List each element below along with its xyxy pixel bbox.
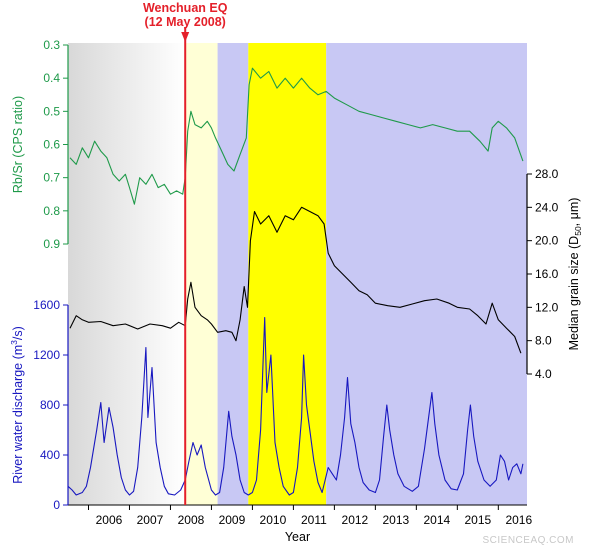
y-axis-title-discharge: River water discharge (m3/s)	[9, 326, 25, 484]
y-tick-label-rbsr: 0.9	[43, 237, 60, 251]
x-tick-label: 2011	[301, 513, 327, 527]
y-tick-label-grain: 20.0	[535, 234, 559, 248]
shaded-period-1	[185, 43, 218, 505]
y-tick-label-rbsr: 0.7	[43, 171, 60, 185]
x-tick-label: 2016	[505, 513, 532, 527]
shaded-periods	[68, 43, 527, 505]
y-tick-label-rbsr: 0.5	[43, 104, 60, 118]
y-axis-title-sup: 3	[9, 340, 19, 345]
y-tick-label-grain: 16.0	[535, 267, 559, 281]
y-tick-label-grain: 24.0	[535, 200, 559, 214]
series-layer	[67, 67, 524, 496]
x-axis-title: Year	[285, 530, 310, 544]
y-axis-title-suffix: , μm)	[567, 198, 581, 227]
event-layer: Wenchuan EQ(12 May 2008)	[143, 1, 228, 505]
y-tick-label-grain: 4.0	[535, 367, 552, 381]
x-tick-label: 2015	[464, 513, 491, 527]
y-tick-label-rbsr: 0.4	[43, 71, 60, 85]
series-line-rbsr	[69, 67, 524, 205]
x-tick-label: 2012	[342, 513, 369, 527]
y-axis-title-rbsr: Rb/Sr (CPS ratio)	[11, 96, 25, 193]
x-tick-label: 2009	[219, 513, 246, 527]
y-axis-title-main: Median grain size (D	[567, 236, 581, 351]
x-tick-label: 2008	[178, 513, 205, 527]
watermark: SCIENCEAQ.COM	[482, 535, 574, 546]
earthquake-label-date: (12 May 2008)	[145, 15, 226, 29]
shaded-period-2	[217, 43, 249, 505]
y-axis-title-suffix: /s)	[11, 326, 25, 340]
y-tick-label-discharge: 400	[40, 448, 60, 462]
y-tick-label-discharge: 800	[40, 398, 60, 412]
y-axis-title-sub: 50	[573, 226, 583, 236]
earthquake-label-title: Wenchuan EQ	[143, 1, 228, 15]
y-axis-title-main: Rb/Sr (CPS ratio)	[11, 96, 25, 193]
shaded-period-0	[68, 43, 186, 505]
y-tick-label-rbsr: 0.8	[43, 204, 60, 218]
earthquake-arrow-icon	[181, 32, 190, 42]
y-tick-label-discharge: 0	[53, 498, 60, 512]
x-tick-label: 2010	[260, 513, 287, 527]
x-tick-label: 2007	[137, 513, 164, 527]
shaded-period-3	[248, 43, 327, 505]
axes-layer: 2006 2007 2008 2009 2010 2011 2012 2013 2014 2015…	[9, 38, 583, 544]
y-tick-label-grain: 8.0	[535, 334, 552, 348]
series-line-grain	[69, 206, 522, 354]
shaded-period-4	[326, 43, 527, 505]
y-axis-title-main: River water discharge (m	[11, 345, 25, 484]
y-tick-label-rbsr: 0.6	[43, 138, 60, 152]
series-line-discharge	[67, 316, 524, 496]
x-tick-label: 2014	[423, 513, 450, 527]
x-tick-label: 2013	[383, 513, 410, 527]
y-tick-label-grain: 12.0	[535, 300, 559, 314]
y-tick-label-grain: 28.0	[535, 167, 559, 181]
x-tick-label: 2006	[96, 513, 123, 527]
y-tick-label-discharge: 1600	[33, 298, 60, 312]
y-tick-label-rbsr: 0.3	[43, 38, 60, 52]
y-axis-title-grain: Median grain size (D50, μm)	[567, 198, 583, 351]
y-tick-label-discharge: 1200	[33, 348, 60, 362]
